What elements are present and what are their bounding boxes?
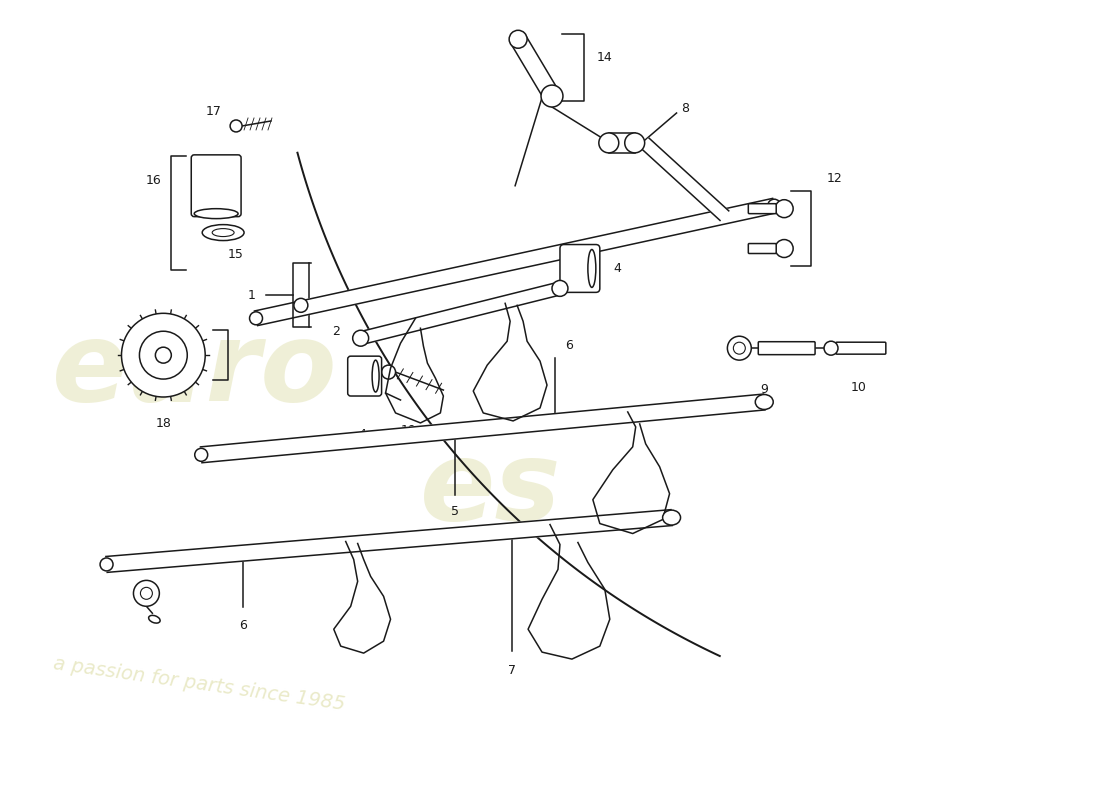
Circle shape (552, 281, 568, 296)
Circle shape (353, 330, 369, 346)
Text: euro: euro (52, 317, 338, 424)
Text: 5: 5 (451, 505, 460, 518)
Text: 6: 6 (565, 339, 573, 352)
Text: 4: 4 (614, 262, 622, 275)
FancyBboxPatch shape (748, 204, 777, 214)
Text: 7: 7 (508, 664, 516, 677)
Circle shape (824, 342, 838, 355)
Text: 19: 19 (400, 424, 417, 437)
Circle shape (294, 298, 308, 312)
Text: 9: 9 (760, 383, 768, 396)
FancyBboxPatch shape (348, 356, 382, 396)
Ellipse shape (250, 312, 263, 325)
Circle shape (776, 239, 793, 258)
Ellipse shape (212, 229, 234, 237)
Circle shape (230, 120, 242, 132)
Circle shape (133, 580, 160, 606)
Ellipse shape (195, 209, 238, 218)
FancyBboxPatch shape (191, 155, 241, 217)
Text: 12: 12 (827, 172, 843, 186)
Text: 10: 10 (851, 381, 867, 394)
Circle shape (598, 133, 619, 153)
Text: 16: 16 (145, 174, 162, 187)
Text: 2: 2 (332, 325, 340, 338)
Polygon shape (359, 282, 561, 345)
Ellipse shape (195, 448, 208, 462)
Text: 1: 1 (249, 289, 256, 302)
Circle shape (382, 365, 396, 379)
Text: 17: 17 (206, 105, 221, 118)
FancyBboxPatch shape (748, 243, 777, 254)
Text: es: es (420, 436, 562, 543)
Ellipse shape (202, 225, 244, 241)
FancyBboxPatch shape (836, 342, 886, 354)
Ellipse shape (756, 394, 773, 410)
Ellipse shape (100, 558, 113, 571)
Polygon shape (106, 510, 672, 572)
Circle shape (121, 314, 206, 397)
Circle shape (625, 133, 645, 153)
Ellipse shape (662, 510, 681, 525)
Circle shape (776, 200, 793, 218)
Ellipse shape (372, 360, 379, 392)
FancyBboxPatch shape (758, 342, 815, 354)
Ellipse shape (587, 250, 596, 287)
Circle shape (727, 336, 751, 360)
FancyBboxPatch shape (560, 245, 600, 292)
Circle shape (140, 331, 187, 379)
Polygon shape (200, 394, 764, 462)
Text: 14: 14 (597, 51, 613, 64)
Circle shape (509, 30, 527, 48)
Circle shape (155, 347, 172, 363)
Circle shape (541, 85, 563, 107)
Text: 18: 18 (155, 417, 172, 430)
Polygon shape (510, 35, 559, 100)
Polygon shape (254, 198, 776, 326)
Text: 8: 8 (682, 102, 690, 114)
Text: 4: 4 (359, 428, 366, 441)
Polygon shape (640, 138, 729, 221)
Text: a passion for parts since 1985: a passion for parts since 1985 (52, 654, 346, 714)
Ellipse shape (148, 615, 161, 623)
Ellipse shape (768, 199, 781, 212)
Text: 6: 6 (239, 619, 248, 632)
Text: 15: 15 (228, 248, 244, 261)
